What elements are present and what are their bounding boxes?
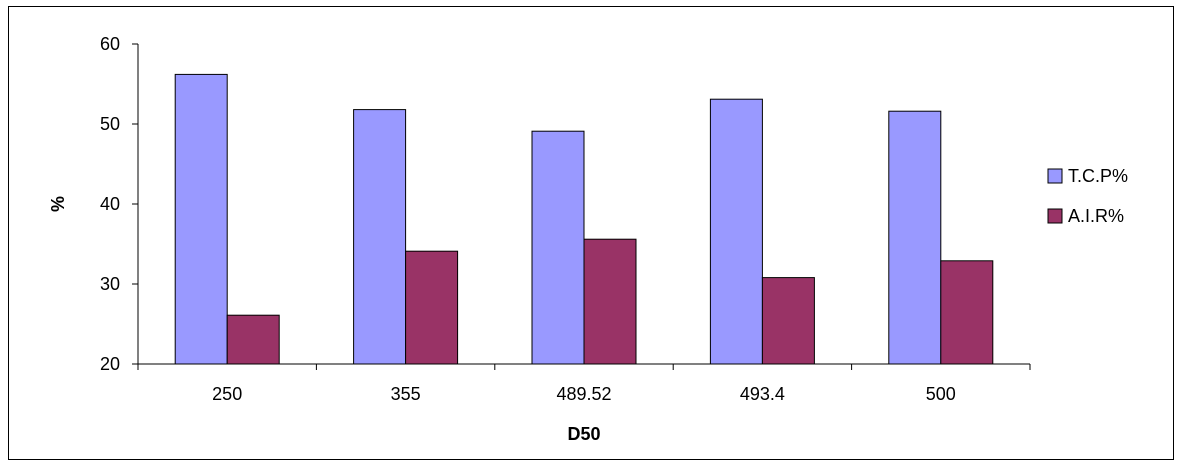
x-tick-label: 500 — [926, 384, 956, 404]
legend-label: A.I.R% — [1068, 206, 1124, 226]
legend: T.C.P% A.I.R% — [1047, 166, 1128, 226]
bar-tcp-493-4 — [709, 98, 763, 365]
bar-air-250 — [226, 314, 280, 365]
bar-tcp-355 — [353, 109, 407, 365]
legend-swatch-air — [1047, 208, 1063, 224]
x-tick-label: 355 — [391, 384, 421, 404]
y-tick-label: 50 — [100, 114, 120, 134]
y-axis-title: % — [48, 196, 68, 212]
x-axis-title: D50 — [567, 424, 600, 444]
y-tick-label: 20 — [100, 354, 120, 374]
bar-air-500 — [940, 260, 994, 365]
bar-tcp-500 — [888, 110, 942, 365]
x-tick-label: 493.4 — [740, 384, 785, 404]
bar-tcp-250 — [174, 73, 228, 365]
legend-swatch-tcp — [1047, 168, 1063, 184]
y-tick-label: 40 — [100, 194, 120, 214]
x-tick-label: 250 — [212, 384, 242, 404]
plot-area — [174, 73, 994, 365]
y-axis: 20 30 40 50 60 — [100, 34, 139, 374]
bar-air-355 — [405, 250, 459, 365]
bar-tcp-489-52 — [531, 130, 585, 365]
x-tick-label: 489.52 — [556, 384, 611, 404]
x-axis: 250 355 489.52 493.4 500 — [137, 363, 1031, 404]
y-tick-label: 30 — [100, 274, 120, 294]
legend-label: T.C.P% — [1068, 166, 1128, 186]
y-tick-label: 60 — [100, 34, 120, 54]
bar-air-489-52 — [583, 238, 637, 365]
bar-air-493-4 — [761, 277, 815, 365]
